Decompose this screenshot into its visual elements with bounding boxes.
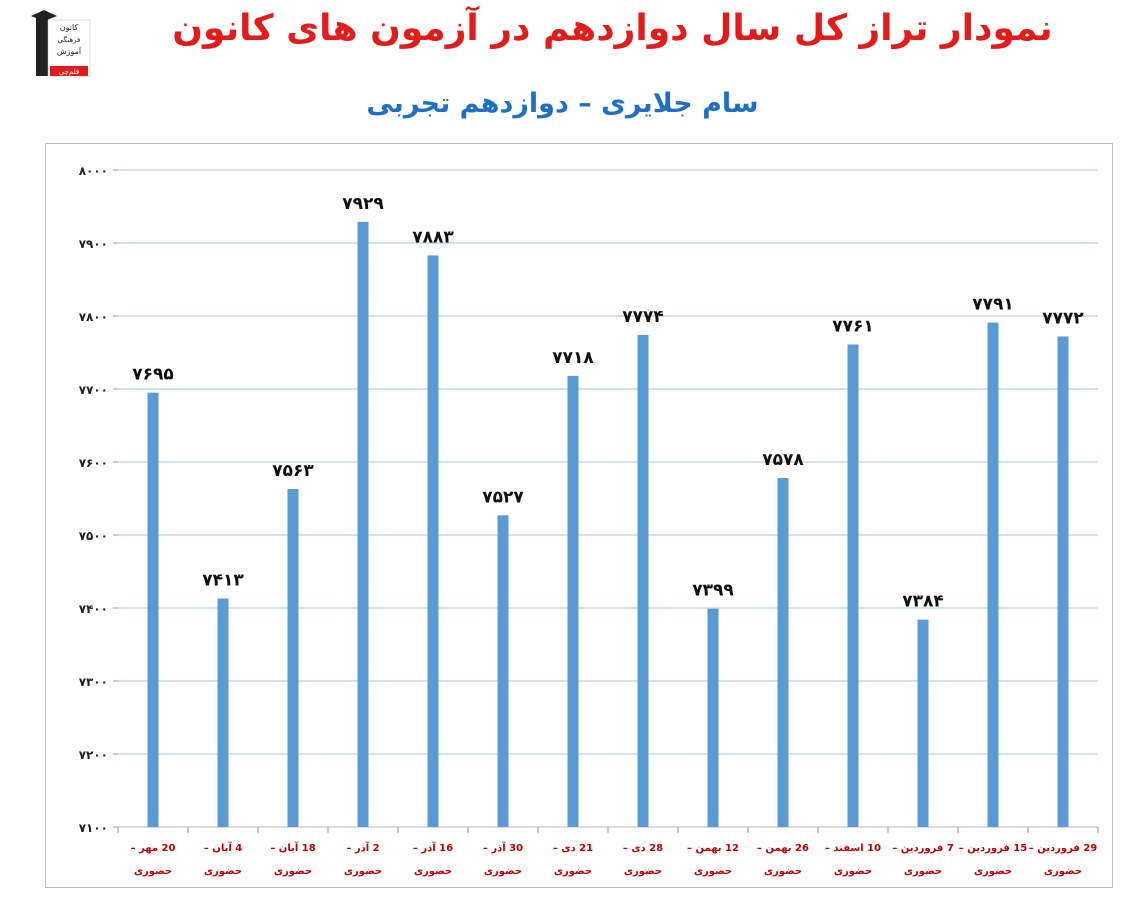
x-tick-label: حضوری	[624, 866, 662, 877]
bar	[707, 608, 719, 827]
y-tick-label: ۷۳۰۰	[79, 675, 108, 689]
x-tick-label: 16 آذر –	[413, 841, 453, 854]
bar	[147, 392, 159, 827]
bar	[497, 515, 509, 827]
data-label: ۷۷۱۸	[552, 348, 594, 368]
data-label: ۷۴۱۳	[202, 571, 244, 591]
x-tick-label: 12 بهمن –	[687, 843, 739, 854]
x-tick-label: 7 فروردین –	[892, 843, 954, 854]
bar-chart: ۷۱۰۰ ۷۲۰۰ ۷۳۰۰ ۷۴۰۰ ۷۵۰۰ ۷۶۰۰ ۷۷۰۰ ۷۸۰۰ ۷۹۰۰ ۸۰۰۰…	[79, 164, 1099, 877]
kanoon-logo: کانون فرهنگی آموزش قلم‌چی	[30, 6, 92, 78]
x-tick-label: حضوری	[274, 866, 312, 877]
data-label: ۷۸۸۳	[412, 227, 454, 247]
y-tick-label: ۷۲۰۰	[79, 748, 108, 762]
logo-line-3: آموزش	[57, 46, 82, 56]
x-tick-label: حضوری	[974, 866, 1012, 877]
x-tick-label: حضوری	[834, 866, 872, 877]
data-label: ۷۷۹۱	[972, 295, 1014, 315]
data-label: ۷۷۶۱	[832, 316, 874, 336]
bar	[987, 322, 999, 827]
chart-title: نمودار تراز کل سال دوازدهم در آزمون های …	[172, 8, 1053, 49]
bar	[567, 375, 579, 827]
logo-line-2: فرهنگی	[58, 35, 81, 44]
bar	[357, 221, 369, 827]
bar	[777, 478, 789, 827]
x-tick-label: 21 دی –	[553, 843, 593, 854]
data-label: ۷۵۷۸	[762, 450, 804, 470]
y-tick-label: ۷۷۰۰	[79, 383, 108, 397]
logo-line-4: قلم‌چی	[59, 68, 79, 76]
y-tick-label: ۷۴۰۰	[79, 602, 108, 616]
x-tick-label: حضوری	[484, 866, 522, 877]
bar	[1057, 336, 1069, 827]
x-tick-label: حضوری	[554, 866, 592, 877]
x-tick-label: حضوری	[694, 866, 732, 877]
data-label: ۷۵۲۷	[482, 487, 524, 507]
data-label: ۷۶۹۵	[132, 365, 174, 385]
x-tick-label: 18 آبان –	[270, 841, 315, 854]
x-tick-label: حضوری	[414, 866, 452, 877]
data-label: ۷۹۲۹	[342, 194, 384, 214]
data-label: ۷۷۷۴	[622, 307, 664, 327]
y-tick-label: ۸۰۰۰	[79, 164, 108, 178]
bar	[917, 619, 929, 827]
data-label: ۷۳۹۹	[692, 581, 734, 601]
x-tick-label: 15 فروردین –	[959, 843, 1028, 854]
x-tick-label: 28 دی –	[623, 843, 663, 854]
data-label: ۷۵۶۳	[272, 461, 314, 481]
x-tick-label: حضوری	[1044, 866, 1082, 877]
x-tick-label: 20 مهر –	[131, 843, 176, 854]
bar	[287, 489, 299, 827]
x-tick-label: 26 بهمن –	[757, 843, 809, 854]
x-tick-label: حضوری	[204, 866, 242, 877]
x-tick-label: 10 اسفند –	[825, 843, 881, 854]
data-label: ۷۳۸۴	[902, 592, 944, 612]
y-tick-label: ۷۹۰۰	[79, 237, 108, 251]
chart-subtitle: سام جلایری – دوازدهم تجربی	[366, 88, 759, 119]
chart-area: ۷۱۰۰ ۷۲۰۰ ۷۳۰۰ ۷۴۰۰ ۷۵۰۰ ۷۶۰۰ ۷۷۰۰ ۷۸۰۰ ۷۹۰۰ ۸۰۰۰…	[45, 143, 1113, 888]
x-tick-label: 2 آذر –	[346, 841, 379, 854]
bar	[847, 344, 859, 827]
x-tick-label: 29 فروردین –	[1029, 843, 1098, 854]
logo-line-1: کانون	[60, 23, 79, 32]
y-tick-label: ۷۶۰۰	[79, 456, 108, 470]
x-tick-label: 30 آذر –	[483, 841, 523, 854]
bar	[637, 334, 649, 827]
data-label: ۷۷۷۲	[1042, 308, 1084, 328]
y-tick-label: ۷۵۰۰	[79, 529, 108, 543]
x-tick-label: حضوری	[344, 866, 382, 877]
bar	[427, 255, 439, 827]
bar	[217, 598, 229, 827]
x-tick-label: حضوری	[904, 866, 942, 877]
y-tick-label: ۷۱۰۰	[79, 821, 108, 835]
x-tick-label: حضوری	[764, 866, 802, 877]
x-tick-label: حضوری	[134, 866, 172, 877]
y-tick-label: ۷۸۰۰	[79, 310, 108, 324]
x-tick-label: 4 آبان –	[204, 841, 242, 854]
